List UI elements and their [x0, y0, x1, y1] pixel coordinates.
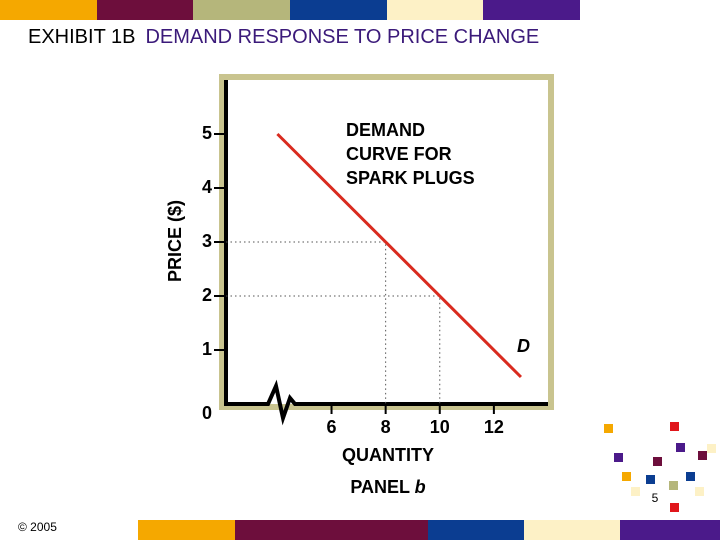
color-bar: [620, 520, 720, 540]
y-tick-label: 2: [202, 285, 212, 305]
color-bar: [97, 0, 193, 20]
color-bar: [0, 0, 97, 20]
x-tick-label: 12: [484, 417, 504, 437]
annotation-line: CURVE FOR: [346, 144, 452, 164]
color-bar: [387, 0, 483, 20]
color-bar: [138, 520, 235, 540]
annotation-line: DEMAND: [346, 120, 425, 140]
annotation: DEMAND CURVE FOR SPARK PLUGS: [346, 120, 475, 188]
x-tick-label: 6: [327, 417, 337, 437]
x-axis-label: QUANTITY: [342, 445, 434, 465]
page-number: 5: [652, 491, 659, 505]
panel-letter: b: [415, 477, 426, 497]
x-tick-label: 8: [381, 417, 391, 437]
color-bar: [483, 0, 580, 20]
panel-word: PANEL: [350, 477, 410, 497]
color-bar: [290, 0, 387, 20]
color-bar: [235, 520, 331, 540]
exhibit-label: EXHIBIT 1B: [28, 26, 135, 48]
y-tick-label: 3: [202, 231, 212, 251]
footer: © 2005: [18, 520, 57, 534]
x-tick-label: 10: [430, 417, 450, 437]
y-axis-label: PRICE ($): [165, 200, 185, 282]
decor-squares: [604, 422, 716, 512]
annotation-line: SPARK PLUGS: [346, 168, 475, 188]
color-bar: [524, 520, 620, 540]
x-axis-with-break: [224, 379, 548, 426]
demand-curve: [276, 132, 523, 379]
curve-label: D: [517, 336, 530, 356]
exhibit: EXHIBIT 1B DEMAND RESPONSE TO PRICE CHANG…: [28, 26, 539, 48]
color-bar: [428, 520, 524, 540]
slide-title: DEMAND RESPONSE TO PRICE CHANGE: [145, 26, 539, 48]
y-tick-label: 1: [202, 339, 212, 359]
y-tick-label: 0: [202, 403, 212, 423]
y-tick-label: 4: [202, 177, 212, 197]
color-bar: [193, 0, 290, 20]
panel-label: PANEL b: [350, 477, 425, 497]
color-bar: [331, 520, 428, 540]
y-tick-label: 5: [202, 123, 212, 143]
